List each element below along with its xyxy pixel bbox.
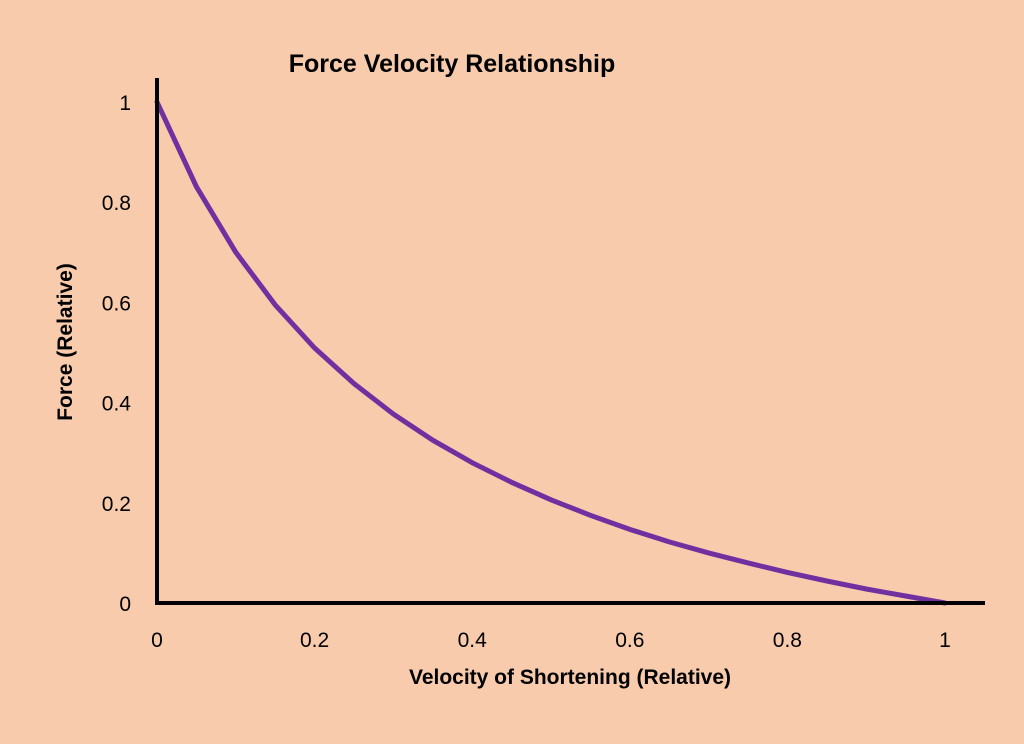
x-axis-label: Velocity of Shortening (Relative) bbox=[409, 666, 731, 689]
x-tick-label: 0.6 bbox=[615, 629, 644, 652]
x-tick-label: 0.2 bbox=[300, 629, 329, 652]
x-tick-label: 0.8 bbox=[773, 629, 802, 652]
chart-title: Force Velocity Relationship bbox=[289, 50, 615, 78]
y-tick-label: 0 bbox=[119, 593, 131, 616]
series-line bbox=[154, 99, 948, 606]
y-tick-label: 0.8 bbox=[102, 192, 131, 215]
y-tick-label: 0.6 bbox=[102, 292, 131, 315]
y-tick-label: 1 bbox=[119, 92, 131, 115]
y-axis-label: Force (Relative) bbox=[54, 263, 77, 421]
y-tick-label: 0.4 bbox=[102, 393, 132, 416]
x-tick-label: 0.4 bbox=[458, 629, 488, 652]
x-tick-label: 1 bbox=[939, 629, 951, 652]
x-tick-label: 0 bbox=[151, 629, 163, 652]
y-tick-label: 0.2 bbox=[102, 493, 131, 516]
